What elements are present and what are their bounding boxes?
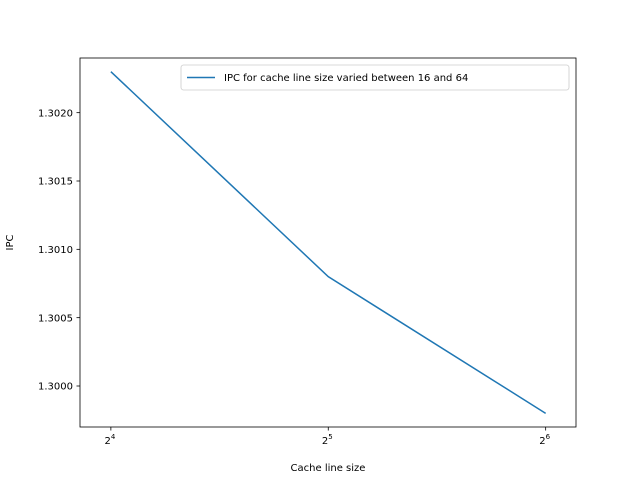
x-tick-exponent-0: 4 — [111, 433, 116, 441]
x-tick-base-0: 2 — [104, 436, 110, 447]
y-tick-label-3: 1.3015 — [38, 177, 73, 188]
x-tick-base-1: 2 — [322, 436, 328, 447]
y-tick-label-2: 1.3010 — [38, 245, 73, 256]
y-axis-label: IPC — [5, 235, 16, 251]
x-tick-label-0: 24 — [104, 433, 115, 447]
series-line-0 — [110, 71, 547, 414]
legend: IPC for cache line size varied between 1… — [180, 64, 570, 91]
x-tick-label-2: 26 — [539, 433, 550, 447]
x-tick-base-2: 2 — [539, 436, 545, 447]
y-tick-label-4: 1.3020 — [38, 108, 73, 119]
legend-label: IPC for cache line size varied between 1… — [224, 73, 468, 84]
x-tick-exponent-1: 5 — [328, 433, 332, 441]
x-tick-label-1: 25 — [322, 433, 333, 447]
legend-box — [180, 64, 570, 91]
x-tick-exponent-2: 6 — [546, 433, 551, 441]
y-tick-label-1: 1.3005 — [38, 313, 73, 324]
y-tick-label-0: 1.3000 — [38, 382, 73, 393]
x-axis-label: Cache line size — [291, 463, 366, 474]
plot-area — [110, 71, 547, 414]
